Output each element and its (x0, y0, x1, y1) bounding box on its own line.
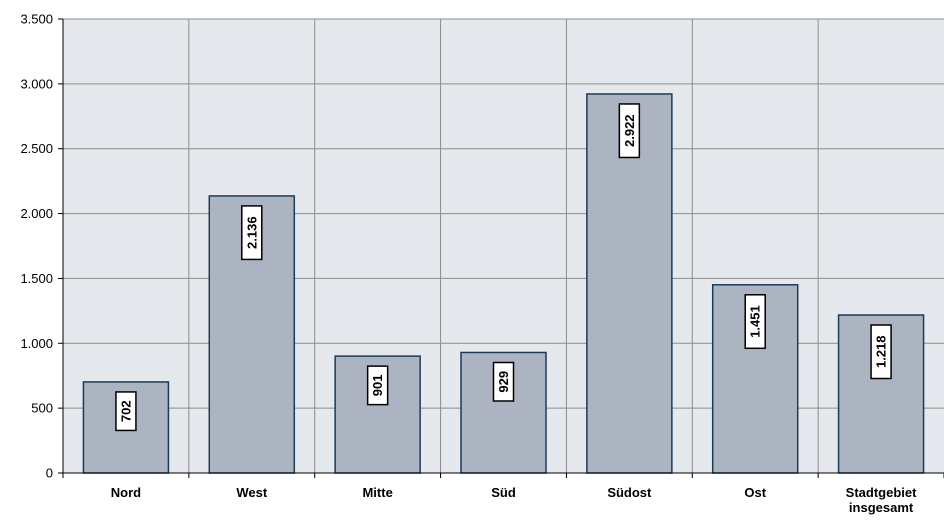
data-label: 1.451 (748, 305, 763, 338)
y-tick-label: 1.500 (20, 271, 53, 286)
y-tick-label: 1.000 (20, 336, 53, 351)
x-category-label: Mitte (362, 485, 392, 500)
data-label: 2.136 (244, 216, 259, 249)
data-label: 901 (370, 375, 385, 397)
x-category-label: Süd (491, 485, 516, 500)
x-category-label: Ost (744, 485, 766, 500)
y-tick-label: 3.500 (20, 12, 53, 27)
data-label-box (241, 205, 263, 261)
data-label-box (744, 294, 766, 350)
data-label: 2.922 (622, 114, 637, 147)
y-tick-label: 500 (31, 401, 53, 416)
x-category-label: West (236, 485, 267, 500)
x-category-label: Stadtgebiet insgesamt (846, 485, 917, 515)
data-label-box (492, 361, 515, 402)
data-label-box (115, 391, 137, 432)
y-tick-label: 2.000 (20, 206, 53, 221)
x-category-label: Nord (111, 485, 141, 500)
y-tick-label: 0 (46, 466, 53, 481)
x-category-label: Südost (607, 485, 652, 500)
data-label-box (366, 365, 389, 406)
y-tick-label: 2.500 (20, 141, 53, 156)
y-tick-label: 3.000 (20, 76, 53, 91)
data-label: 1.218 (874, 335, 889, 368)
data-label: 702 (118, 400, 133, 422)
data-label-box (618, 103, 641, 159)
data-label-box (870, 324, 892, 380)
data-label: 929 (496, 371, 511, 393)
